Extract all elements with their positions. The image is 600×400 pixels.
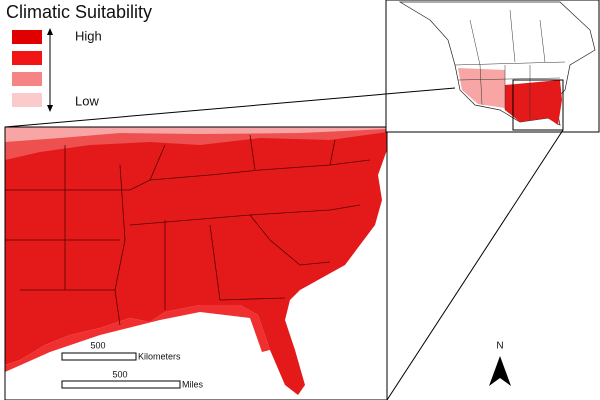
- main-frame: [4, 126, 388, 400]
- scale-unit: Kilometers: [138, 351, 181, 361]
- inset-borders: [454, 9, 566, 120]
- extent-indicator: [512, 79, 564, 131]
- north-arrow: [489, 356, 511, 386]
- legend: Climatic Suitability High Low: [6, 2, 152, 112]
- inset-suitable-area: [505, 80, 562, 125]
- legend-arrowhead: [47, 28, 53, 35]
- scale-bar: [61, 380, 181, 389]
- legend-swatch: [12, 30, 42, 44]
- legend-swatch: [12, 93, 42, 107]
- scale-value: 500: [112, 369, 127, 379]
- legend-high: High: [75, 28, 102, 43]
- scale-bar: [61, 352, 137, 361]
- legend-title: Climatic Suitability: [6, 2, 152, 22]
- state-lines: [5, 134, 371, 326]
- moderate-zone: [5, 127, 387, 160]
- land: [5, 127, 387, 395]
- legend-low: Low: [75, 93, 99, 108]
- scale-value: 500: [90, 340, 105, 350]
- connector-line: [386, 129, 564, 400]
- inset-map: [385, 0, 600, 133]
- inset-low-area: [458, 68, 505, 108]
- connector-line: [4, 87, 456, 128]
- north-label: N: [496, 341, 503, 352]
- legend-arrowhead: [47, 105, 53, 112]
- scale-unit: Miles: [182, 379, 204, 389]
- coastal-zone: [5, 305, 270, 372]
- legend-swatch: [12, 72, 42, 86]
- legend-swatch: [12, 51, 42, 65]
- low-zone: [5, 127, 387, 142]
